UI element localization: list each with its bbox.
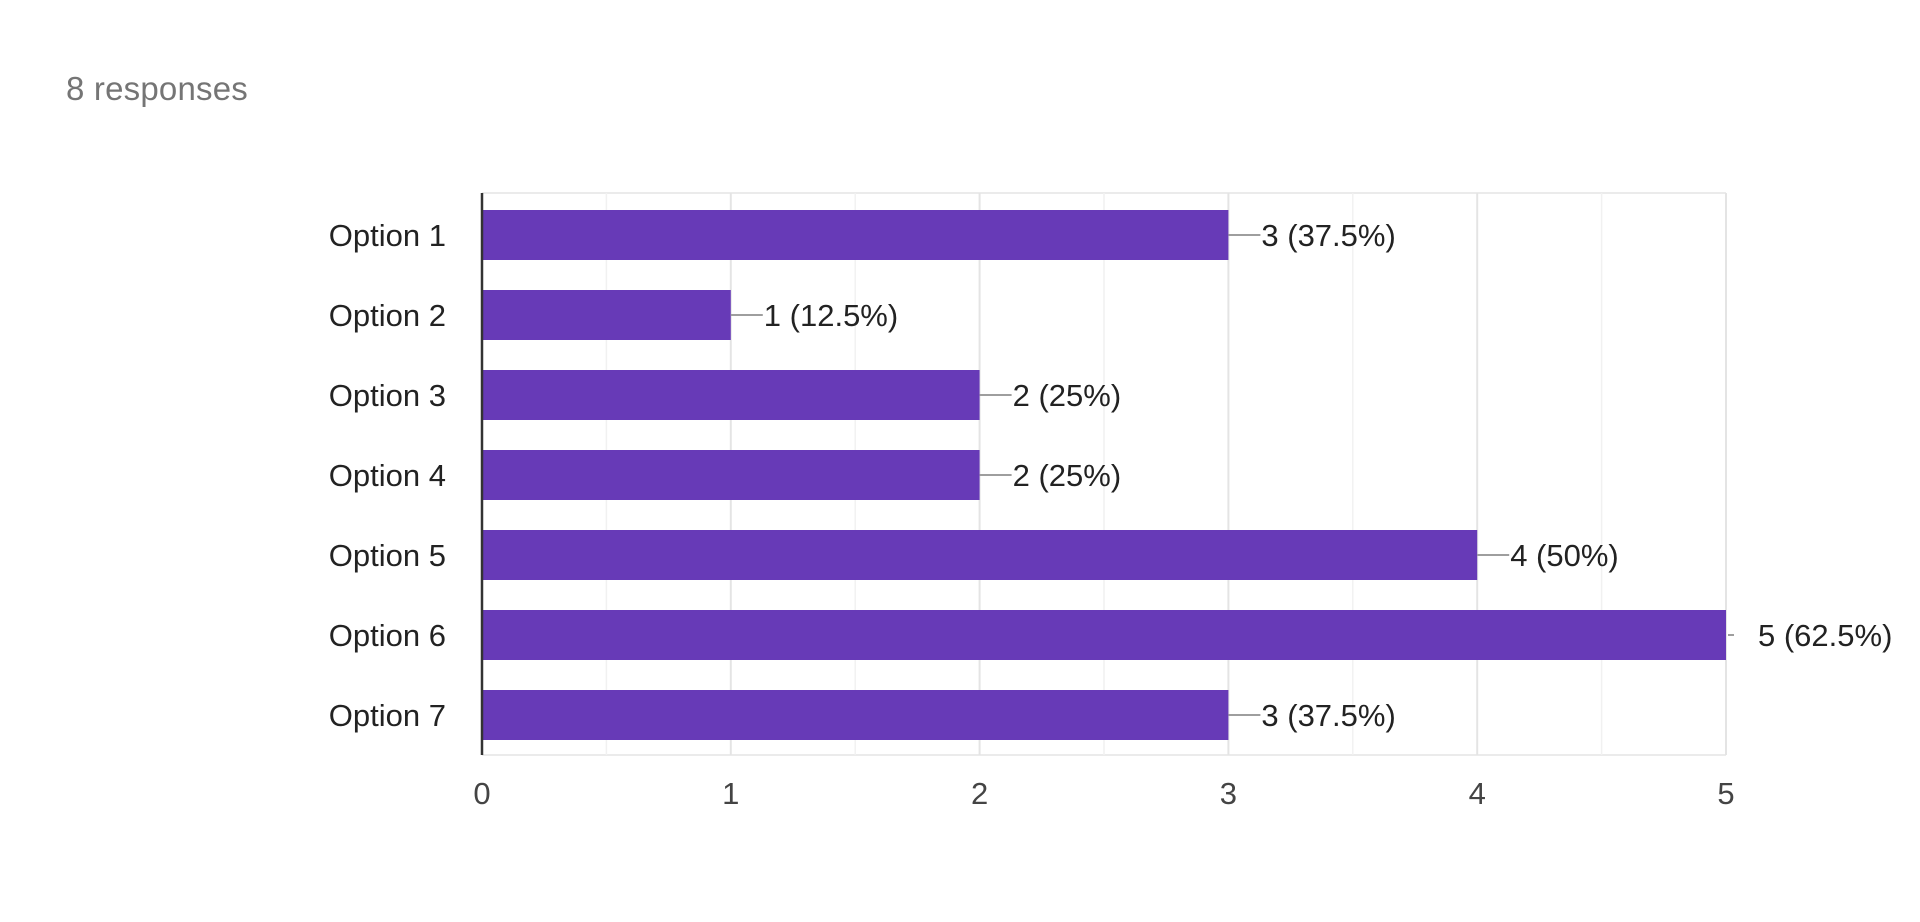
data-label: 4 (50%) [1510,538,1619,573]
data-label: 1 (12.5%) [764,298,898,333]
category-label: Option 4 [329,458,446,493]
bar[interactable] [482,530,1478,580]
bar[interactable] [482,690,1229,740]
category-label: Option 3 [329,378,446,413]
x-tick-label: 4 [1469,776,1486,811]
bar[interactable] [482,370,980,420]
x-tick-label: 3 [1220,776,1237,811]
data-label: 3 (37.5%) [1261,218,1395,253]
leaders-layer [730,234,1734,716]
category-label: Option 1 [329,218,446,253]
data-label: 2 (25%) [1013,378,1122,413]
data-label: 3 (37.5%) [1261,698,1395,733]
bar[interactable] [482,610,1726,660]
responses-count: 8 responses [66,70,248,107]
bar[interactable] [482,290,731,340]
bars-layer [482,210,1726,740]
x-tick-label: 2 [971,776,988,811]
x-tick-label: 1 [722,776,739,811]
x-tick-label: 0 [473,776,490,811]
axis-layer: 0 1 2 3 4 5 [473,193,1735,811]
data-label: 5 (62.5%) [1758,618,1892,653]
category-label: Option 2 [329,298,446,333]
data-label: 2 (25%) [1013,458,1122,493]
bar[interactable] [482,450,980,500]
labels-layer: Option 1 3 (37.5%) Option 2 1 (12.5%) Option… [329,218,1893,733]
bar[interactable] [482,210,1229,260]
category-label: Option 7 [329,698,446,733]
category-label: Option 6 [329,618,446,653]
x-tick-label: 5 [1717,776,1734,811]
category-label: Option 5 [329,538,446,573]
